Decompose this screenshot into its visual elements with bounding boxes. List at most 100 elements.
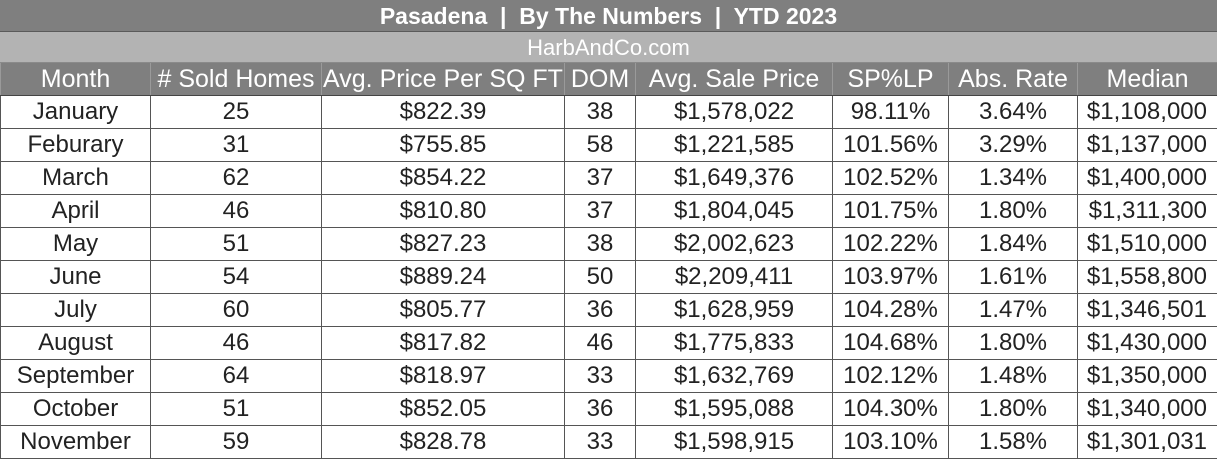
cell-sold-homes: 51 xyxy=(151,228,322,261)
col-header-sp-lp: SP%LP xyxy=(833,63,949,96)
cell-sold-homes: 25 xyxy=(151,96,322,129)
cell-abs-rate: 1.84% xyxy=(949,228,1078,261)
cell-price-per-sqft: $818.97 xyxy=(322,360,565,393)
cell-sp-lp: 104.30% xyxy=(833,393,949,426)
site-subtitle: HarbAndCo.com xyxy=(0,32,1217,63)
cell-dom: 33 xyxy=(565,360,636,393)
stats-table: Month # Sold Homes Avg. Price Per SQ FT … xyxy=(0,63,1217,459)
cell-dom: 50 xyxy=(565,261,636,294)
cell-avg-sale-price: $2,002,623 xyxy=(636,228,833,261)
cell-month: May xyxy=(1,228,151,261)
cell-abs-rate: 1.47% xyxy=(949,294,1078,327)
cell-median: $1,301,031 xyxy=(1078,426,1217,459)
cell-month: November xyxy=(1,426,151,459)
cell-abs-rate: 1.58% xyxy=(949,426,1078,459)
col-header-dom: DOM xyxy=(565,63,636,96)
col-header-month: Month xyxy=(1,63,151,96)
cell-sp-lp: 104.28% xyxy=(833,294,949,327)
report-title: Pasadena | By The Numbers | YTD 2023 xyxy=(0,0,1217,32)
cell-price-per-sqft: $827.23 xyxy=(322,228,565,261)
cell-avg-sale-price: $1,628,959 xyxy=(636,294,833,327)
cell-median: $1,108,000 xyxy=(1078,96,1217,129)
cell-price-per-sqft: $817.82 xyxy=(322,327,565,360)
cell-dom: 38 xyxy=(565,228,636,261)
cell-dom: 37 xyxy=(565,195,636,228)
cell-abs-rate: 1.80% xyxy=(949,195,1078,228)
cell-sp-lp: 103.97% xyxy=(833,261,949,294)
col-header-median: Median xyxy=(1078,63,1217,96)
col-header-sold-homes: # Sold Homes xyxy=(151,63,322,96)
cell-price-per-sqft: $822.39 xyxy=(322,96,565,129)
cell-median: $1,558,800 xyxy=(1078,261,1217,294)
cell-abs-rate: 3.64% xyxy=(949,96,1078,129)
cell-month: Feburary xyxy=(1,129,151,162)
cell-month: October xyxy=(1,393,151,426)
cell-month: August xyxy=(1,327,151,360)
cell-sold-homes: 31 xyxy=(151,129,322,162)
cell-sold-homes: 62 xyxy=(151,162,322,195)
cell-sp-lp: 98.11% xyxy=(833,96,949,129)
cell-median: $1,340,000 xyxy=(1078,393,1217,426)
col-header-price-per-sqft: Avg. Price Per SQ FT xyxy=(322,63,565,96)
cell-sold-homes: 59 xyxy=(151,426,322,459)
cell-abs-rate: 1.48% xyxy=(949,360,1078,393)
cell-month: June xyxy=(1,261,151,294)
cell-abs-rate: 1.80% xyxy=(949,327,1078,360)
cell-dom: 58 xyxy=(565,129,636,162)
cell-sold-homes: 46 xyxy=(151,327,322,360)
cell-sold-homes: 64 xyxy=(151,360,322,393)
cell-dom: 38 xyxy=(565,96,636,129)
cell-median: $1,311,300 xyxy=(1078,195,1217,228)
header-row: Month # Sold Homes Avg. Price Per SQ FT … xyxy=(1,63,1217,96)
cell-sold-homes: 46 xyxy=(151,195,322,228)
cell-abs-rate: 1.34% xyxy=(949,162,1078,195)
cell-sp-lp: 104.68% xyxy=(833,327,949,360)
cell-avg-sale-price: $1,775,833 xyxy=(636,327,833,360)
cell-price-per-sqft: $854.22 xyxy=(322,162,565,195)
cell-month: September xyxy=(1,360,151,393)
cell-avg-sale-price: $1,578,022 xyxy=(636,96,833,129)
cell-month: January xyxy=(1,96,151,129)
cell-sp-lp: 102.52% xyxy=(833,162,949,195)
cell-sp-lp: 101.75% xyxy=(833,195,949,228)
cell-sold-homes: 54 xyxy=(151,261,322,294)
col-header-avg-sale-price: Avg. Sale Price xyxy=(636,63,833,96)
cell-month: March xyxy=(1,162,151,195)
cell-median: $1,137,000 xyxy=(1078,129,1217,162)
cell-price-per-sqft: $889.24 xyxy=(322,261,565,294)
cell-dom: 37 xyxy=(565,162,636,195)
cell-month: April xyxy=(1,195,151,228)
cell-median: $1,430,000 xyxy=(1078,327,1217,360)
cell-avg-sale-price: $2,209,411 xyxy=(636,261,833,294)
cell-abs-rate: 1.80% xyxy=(949,393,1078,426)
cell-price-per-sqft: $810.80 xyxy=(322,195,565,228)
cell-price-per-sqft: $852.05 xyxy=(322,393,565,426)
cell-price-per-sqft: $755.85 xyxy=(322,129,565,162)
cell-sp-lp: 101.56% xyxy=(833,129,949,162)
cell-price-per-sqft: $828.78 xyxy=(322,426,565,459)
cell-sold-homes: 60 xyxy=(151,294,322,327)
cell-avg-sale-price: $1,595,088 xyxy=(636,393,833,426)
cell-price-per-sqft: $805.77 xyxy=(322,294,565,327)
cell-abs-rate: 3.29% xyxy=(949,129,1078,162)
cell-median: $1,400,000 xyxy=(1078,162,1217,195)
cell-sp-lp: 103.10% xyxy=(833,426,949,459)
cell-dom: 33 xyxy=(565,426,636,459)
cell-median: $1,350,000 xyxy=(1078,360,1217,393)
cell-median: $1,346,501 xyxy=(1078,294,1217,327)
col-header-abs-rate: Abs. Rate xyxy=(949,63,1078,96)
cell-sp-lp: 102.12% xyxy=(833,360,949,393)
cell-dom: 36 xyxy=(565,294,636,327)
